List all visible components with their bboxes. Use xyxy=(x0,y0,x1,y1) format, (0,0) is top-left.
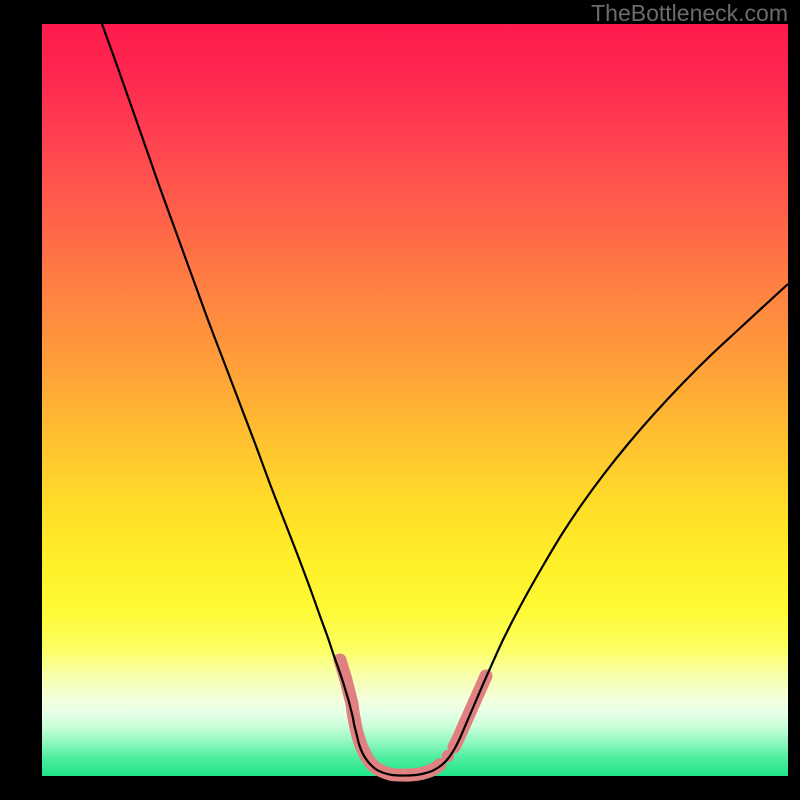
v-curve xyxy=(102,24,788,776)
curves-layer xyxy=(42,24,788,776)
pink-highlight-left xyxy=(340,660,440,775)
chart-container: TheBottleneck.com xyxy=(0,0,800,800)
watermark-text: TheBottleneck.com xyxy=(591,0,788,27)
plot-area xyxy=(42,24,788,776)
